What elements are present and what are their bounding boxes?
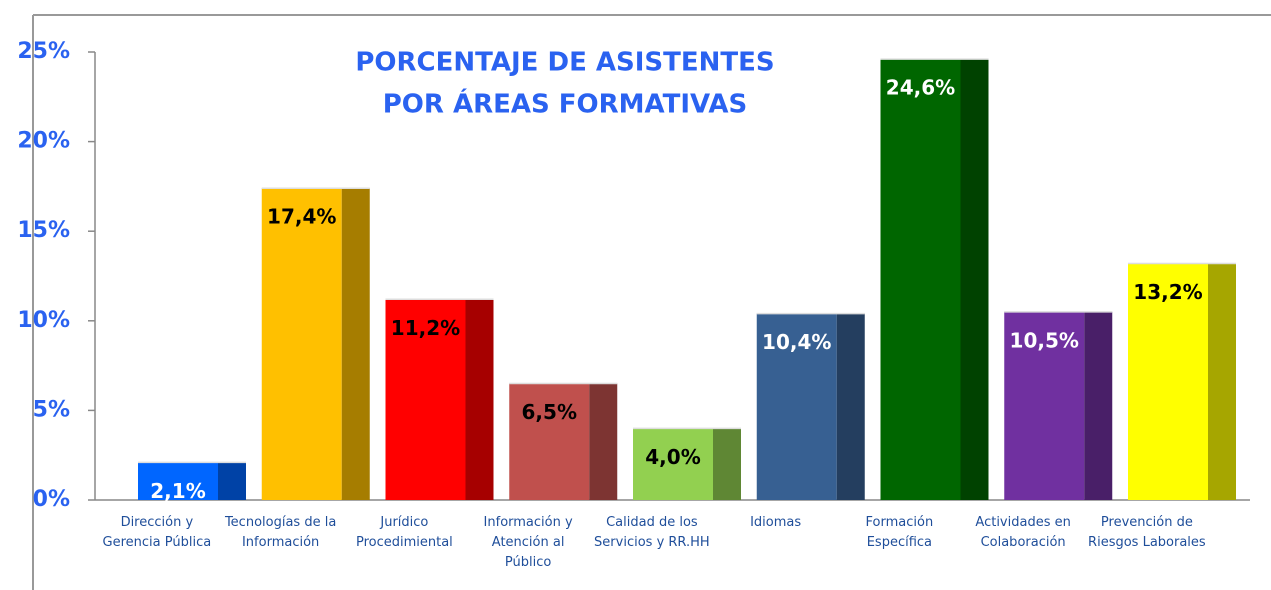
value-label: 10,4% bbox=[762, 330, 831, 354]
y-tick-label: 5% bbox=[33, 397, 70, 422]
value-label: 13,2% bbox=[1133, 280, 1202, 304]
y-tick-label: 20% bbox=[17, 129, 70, 154]
bar-side bbox=[1084, 311, 1113, 500]
bar-side bbox=[465, 299, 494, 500]
y-tick-label: 25% bbox=[17, 39, 70, 64]
bar-side bbox=[713, 428, 741, 500]
y-tick-label: 0% bbox=[33, 487, 70, 512]
x-tick-label: Información y Atención al Público bbox=[483, 515, 573, 570]
chart-title: PORCENTAJE DE ASISTENTES bbox=[355, 48, 774, 78]
bar bbox=[261, 188, 342, 500]
x-tick-label: Idiomas bbox=[750, 515, 802, 530]
value-label: 10,5% bbox=[1010, 328, 1079, 352]
x-tick-label: Jurídico Procedimiental bbox=[355, 515, 453, 550]
value-label: 4,0% bbox=[645, 445, 700, 469]
value-label: 17,4% bbox=[267, 205, 336, 229]
x-tick-label: Actividades en Colaboración bbox=[975, 515, 1071, 550]
x-tick-label: Prevención de Riesgos Laborales bbox=[1088, 515, 1206, 550]
value-label: 11,2% bbox=[391, 316, 460, 340]
bar bbox=[633, 428, 713, 500]
chart-title: POR ÁREAS FORMATIVAS bbox=[383, 88, 748, 120]
bar-side bbox=[960, 59, 989, 500]
bar bbox=[1128, 263, 1208, 500]
bar bbox=[756, 313, 837, 500]
bar bbox=[385, 299, 466, 500]
value-label: 24,6% bbox=[886, 76, 955, 100]
bar-side bbox=[341, 188, 370, 500]
bar bbox=[509, 383, 590, 500]
value-label: 6,5% bbox=[522, 400, 577, 424]
y-tick-label: 15% bbox=[17, 218, 70, 243]
bar-side bbox=[589, 383, 618, 500]
x-tick-label: Formación Específica bbox=[865, 515, 934, 550]
x-tick-label: Calidad de los Servicios y RR.HH bbox=[594, 515, 710, 550]
x-tick-label: Dirección y Gerencia Pública bbox=[102, 515, 212, 550]
bar bbox=[1004, 311, 1085, 500]
x-tick-label: Tecnologías de la Información bbox=[224, 515, 337, 550]
bar bbox=[880, 59, 961, 500]
bar-side bbox=[1208, 263, 1236, 500]
bar-side bbox=[836, 313, 865, 500]
value-label: 2,1% bbox=[150, 479, 205, 503]
bar-side bbox=[218, 462, 246, 500]
bar bbox=[138, 462, 218, 500]
y-tick-label: 10% bbox=[17, 308, 70, 333]
